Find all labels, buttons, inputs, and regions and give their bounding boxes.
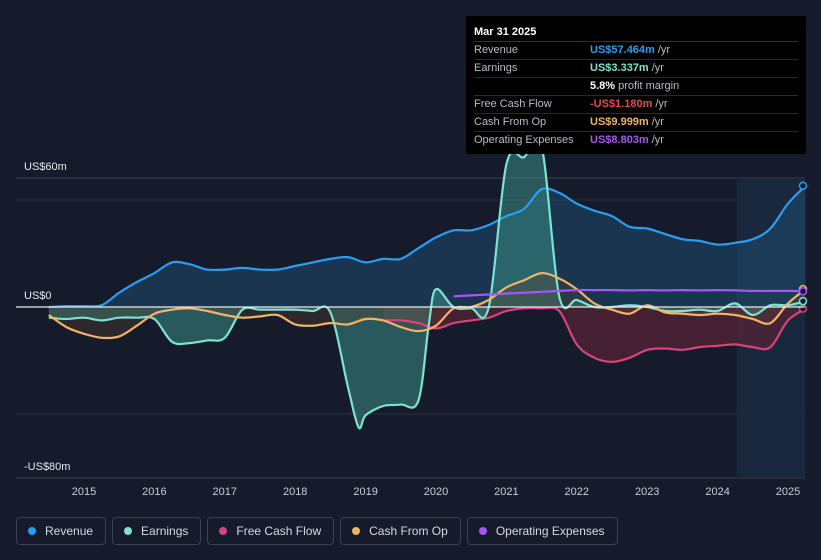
tooltip-row-value: -US$1.180m — [590, 98, 653, 110]
x-tick-label: 2015 — [72, 486, 96, 498]
tooltip-row: Earnings US$3.337m/yr — [474, 60, 798, 78]
legend-item-earnings[interactable]: Earnings — [112, 517, 202, 545]
tooltip-row: Free Cash Flow -US$1.180m/yr — [474, 96, 798, 114]
legend-dot-icon — [124, 527, 133, 535]
legend-dot-icon — [28, 527, 36, 535]
tooltip-row-unit: /yr — [651, 116, 664, 128]
tooltip-row-label: Free Cash Flow — [474, 98, 552, 110]
tooltip-row-label: Cash From Op — [474, 116, 547, 128]
area-revenue — [48, 185, 806, 307]
end-marker-revenue — [798, 181, 808, 190]
tooltip-row-value: 5.8% — [590, 80, 616, 92]
y-tick-label-top: US$60m — [24, 161, 67, 173]
tooltip-row-value: US$57.464m — [590, 44, 655, 56]
legend-item-cash-from-op[interactable]: Cash From Op — [340, 517, 461, 545]
line-operating-expenses — [453, 288, 806, 298]
legend-label: Free Cash Flow — [236, 524, 322, 538]
x-tick-label: 2022 — [565, 486, 589, 498]
end-marker-free-cash-flow — [798, 304, 808, 313]
tooltip-row-value: US$3.337m — [590, 62, 649, 74]
tooltip-row: Revenue US$57.464m/yr — [474, 42, 798, 60]
tooltip-row-unit: /yr — [657, 44, 671, 56]
legend-label: Operating Expenses — [495, 524, 605, 538]
legend-label: Revenue — [45, 524, 94, 538]
end-marker-earnings — [798, 296, 808, 306]
tooltip-row-unit: /yr — [655, 98, 668, 110]
line-earnings — [48, 136, 806, 430]
x-tick-label: 2017 — [213, 486, 237, 498]
x-tick-label: 2024 — [705, 486, 729, 498]
y-tick-label-zero: US$0 — [24, 290, 52, 302]
tooltip-row-value: US$8.803m — [590, 134, 649, 146]
x-tick-label: 2025 — [776, 486, 800, 498]
tooltip-row: Operating Expenses US$8.803m/yr — [474, 132, 798, 149]
legend-label: Earnings — [141, 524, 189, 538]
legend-dot-icon — [352, 527, 361, 535]
x-tick-label: 2018 — [283, 486, 307, 498]
legend-item-revenue[interactable]: Revenue — [16, 517, 107, 545]
tooltip-row-value: US$9.999m — [590, 116, 649, 128]
tooltip-row: Cash From Op US$9.999m/yr — [474, 114, 798, 132]
legend-item-operating-expenses[interactable]: Operating Expenses — [466, 517, 618, 545]
x-tick-label: 2020 — [424, 486, 448, 498]
end-marker-operating-expenses — [798, 287, 808, 296]
x-tick-label: 2016 — [142, 486, 166, 498]
tooltip: Mar 31 2025 Revenue US$57.464m/yr Earnings… — [466, 16, 806, 154]
tooltip-date: Mar 31 2025 — [474, 24, 798, 42]
tooltip-row-label: Operating Expenses — [474, 134, 574, 146]
legend-dot-icon — [478, 527, 487, 535]
line-cash-from-op — [48, 271, 807, 340]
line-revenue — [48, 184, 807, 309]
legend-dot-icon — [219, 527, 228, 535]
tooltip-row: 5.8% profit margin — [474, 78, 798, 96]
tooltip-row-label — [474, 78, 590, 95]
tooltip-row-unit: /yr — [651, 134, 664, 146]
tooltip-row-label: Earnings — [474, 62, 518, 74]
y-tick-label-bottom: -US$80m — [24, 461, 70, 473]
x-tick-label: 2021 — [494, 486, 518, 498]
legend-label: Cash From Op — [369, 524, 448, 538]
tooltip-row-unit: profit margin — [618, 80, 680, 92]
line-free-cash-flow — [383, 306, 807, 363]
legend: Revenue Earnings Free Cash Flow Cash From O… — [16, 517, 618, 545]
area-free-cash-flow — [383, 307, 806, 362]
tooltip-row-label: Revenue — [474, 44, 519, 56]
legend-item-free-cash-flow[interactable]: Free Cash Flow — [207, 517, 335, 545]
x-tick-label: 2023 — [635, 486, 659, 498]
tooltip-row-unit: /yr — [651, 62, 664, 74]
x-tick-label: 2019 — [353, 486, 377, 498]
